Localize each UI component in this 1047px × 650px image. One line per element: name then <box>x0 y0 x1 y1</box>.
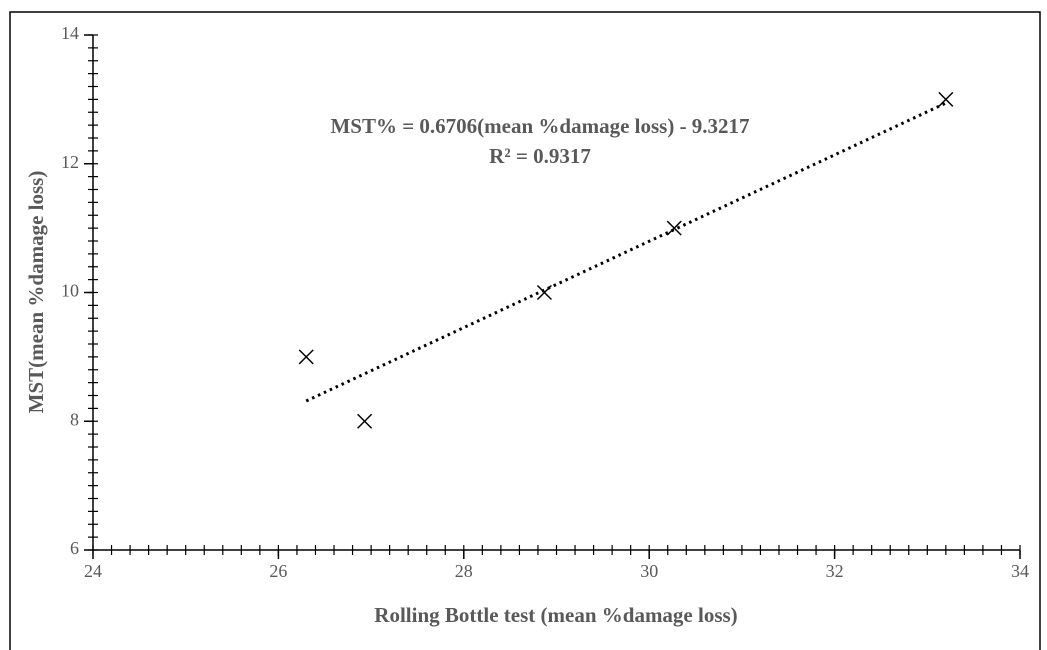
marker <box>666 220 682 236</box>
y-axis-label: MST(mean %damage loss) <box>24 171 48 414</box>
x-tick-label: 34 <box>1011 561 1029 581</box>
r-squared: R² = 0.9317 <box>489 144 591 168</box>
x-axis-label: Rolling Bottle test (mean %damage loss) <box>374 603 737 627</box>
trendline <box>305 101 947 403</box>
y-tick-label: 12 <box>61 152 79 172</box>
x-tick-label: 30 <box>640 561 658 581</box>
equation: MST% = 0.6706(mean %damage loss) - 9.321… <box>330 114 749 138</box>
y-tick-label: 14 <box>61 23 79 43</box>
marker <box>938 91 954 107</box>
marker <box>357 413 373 429</box>
x-tick-label: 32 <box>826 561 844 581</box>
y-tick-label: 6 <box>70 538 79 558</box>
y-tick-label: 8 <box>70 409 79 429</box>
x-tick-label: 24 <box>84 561 102 581</box>
chart-frame <box>9 11 1041 650</box>
x-tick-label: 28 <box>455 561 473 581</box>
marker <box>536 284 552 301</box>
marker <box>298 349 314 365</box>
y-tick-label: 10 <box>61 281 79 301</box>
x-tick-label: 26 <box>269 561 287 581</box>
